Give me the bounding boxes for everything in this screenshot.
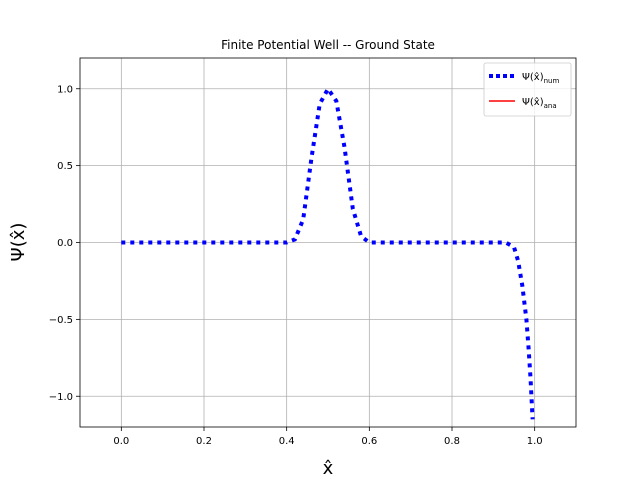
x-axis-label: x̂ [323,458,334,479]
series-layer [121,84,535,420]
x-tick-label: 0.8 [444,436,460,447]
legend-label-numerical: Ψ(x̂)num [522,71,559,85]
legend-label-numerical-main: Ψ(x̂) [522,71,544,83]
x-tick-label: 0.0 [113,436,129,447]
legend-label-analytical-main: Ψ(x̂) [522,96,544,108]
x-tick-label: 1.0 [527,436,543,447]
x-tick-label: 0.2 [196,436,212,447]
legend: Ψ(x̂)num Ψ(x̂)ana [483,62,572,117]
legend-box [483,62,572,117]
chart-title: Finite Potential Well -- Ground State [221,38,435,52]
y-tick-label: −1.0 [49,392,73,403]
series-line-0 [121,84,535,420]
legend-label-analytical: Ψ(x̂)ana [522,96,557,110]
legend-label-numerical-sub: num [544,77,560,85]
y-axis-ticks: −1.0 −0.5 0.0 0.5 1.0 [49,84,80,403]
legend-label-analytical-sub: ana [544,102,557,110]
y-tick-label: 0.0 [57,238,73,249]
grid [80,58,576,427]
y-tick-label: 1.0 [57,84,73,95]
y-tick-label: 0.5 [57,161,73,172]
x-tick-label: 0.4 [279,436,295,447]
x-tick-label: 0.6 [361,436,377,447]
x-axis-ticks: 0.0 0.2 0.4 0.6 0.8 1.0 [113,427,543,447]
y-axis-label: Ψ(x̂) [8,223,29,262]
y-tick-label: −0.5 [49,315,73,326]
